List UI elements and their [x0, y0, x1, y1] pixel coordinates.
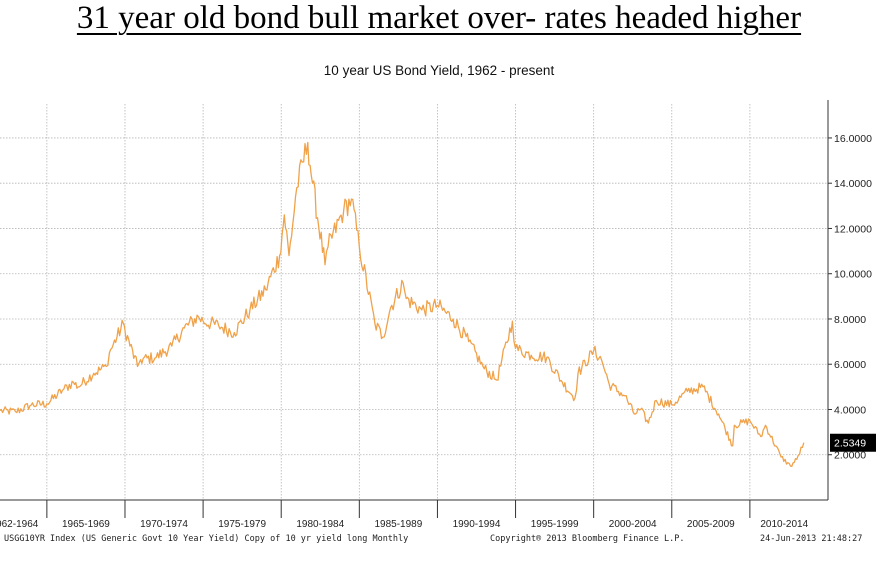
series-layer	[0, 141, 805, 468]
x-tick-label: 1965-1969	[62, 519, 110, 530]
headline: 31 year old bond bull market over- rates…	[0, 0, 878, 37]
y-tick-label: 16.0000	[834, 133, 872, 145]
x-tick-label: 1970-1974	[140, 519, 188, 530]
x-tick-label: 2005-2009	[687, 519, 735, 530]
x-tick-label: 1980-1984	[296, 519, 344, 530]
grid	[0, 104, 828, 500]
x-tick-label: 2000-2004	[609, 519, 657, 530]
last-value-badge	[830, 433, 876, 452]
x-tick-label: 2010-2014	[760, 519, 808, 530]
footer-index-description: USGG10YR Index (US Generic Govt 10 Year …	[4, 534, 409, 544]
y-tick-label: 8.0000	[834, 314, 866, 326]
y-tick-label: 12.0000	[834, 223, 872, 235]
headline-text: 31 year old bond bull market over- rates…	[76, 0, 802, 36]
y-tick-label: 6.0000	[834, 359, 866, 371]
y-tick-label: 14.0000	[834, 178, 872, 190]
axes	[0, 100, 832, 518]
x-tick-label: 1995-1999	[531, 519, 579, 530]
last-value-label: 2.5349	[834, 438, 866, 450]
footer-timestamp: 24-Jun-2013 21:48:27	[760, 534, 863, 544]
x-tick-label: 1990-1994	[453, 519, 501, 530]
y-tick-label: 2.0000	[834, 450, 866, 462]
footer-copyright: Copyright® 2013 Bloomberg Finance L.P.	[490, 534, 685, 544]
yield-series-line	[0, 141, 805, 468]
x-tick-label: 1975-1979	[218, 519, 266, 530]
y-tick-label: 4.0000	[834, 404, 866, 416]
tick-labels: 2.0000 4.0000 6.0000 8.0000 10.0000 12.0000 14…	[0, 133, 876, 530]
x-tick-label: 962-1964	[0, 519, 39, 530]
x-tick-label: 1985-1989	[374, 519, 422, 530]
y-tick-label: 10.0000	[834, 269, 872, 281]
chart-title: 10 year US Bond Yield, 1962 - present	[323, 63, 555, 78]
